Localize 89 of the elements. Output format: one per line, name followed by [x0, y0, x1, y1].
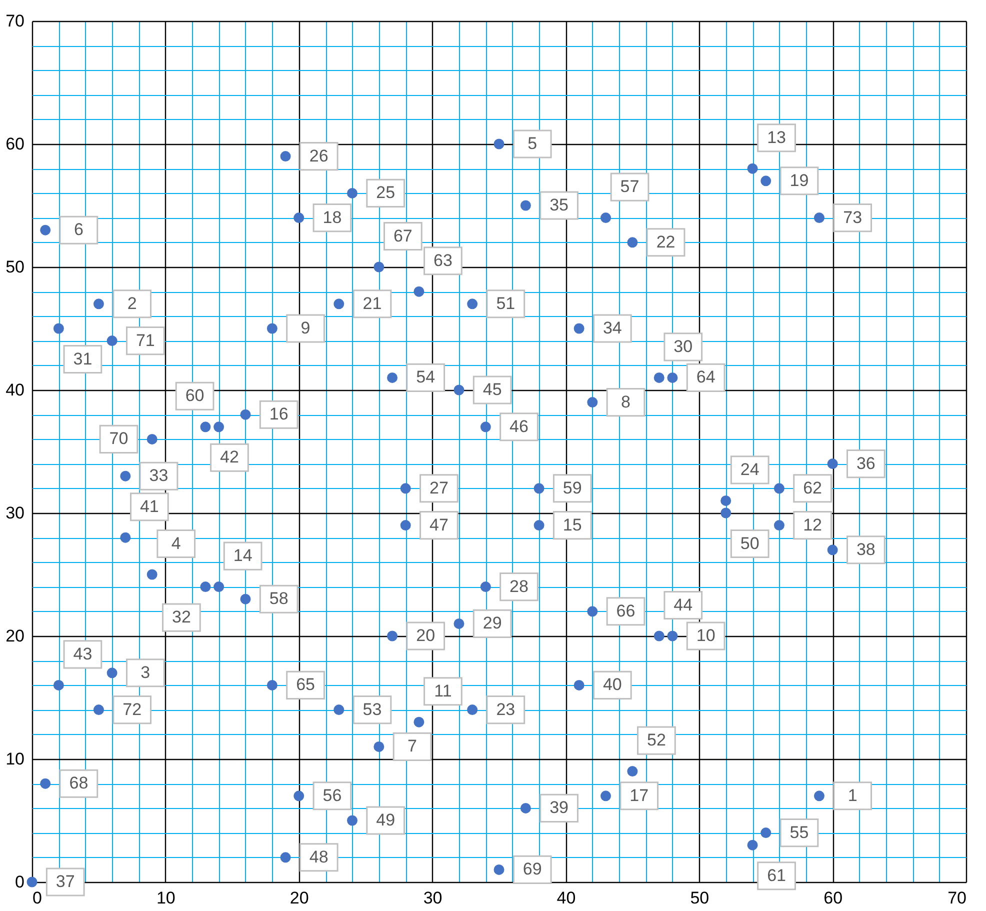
annotation: 65 [296, 675, 315, 694]
annotation: 49 [376, 810, 396, 830]
annotation: 2 [127, 294, 137, 313]
annotation: 39 [550, 798, 569, 818]
y-tick-label: 30 [6, 504, 24, 522]
annotation: 54 [416, 368, 436, 387]
annotation: 25 [376, 183, 396, 202]
x-tick-label: 10 [156, 888, 176, 908]
annotation: 56 [322, 786, 342, 805]
annotation: 33 [149, 466, 168, 486]
annotation: 53 [362, 700, 382, 719]
annotation: 6 [74, 220, 84, 240]
x-tick-label: 30 [423, 888, 442, 908]
annotation: 64 [696, 368, 716, 387]
y-tick-label: 40 [6, 380, 24, 400]
annotation: 43 [73, 644, 92, 664]
x-tick-label: 0 [32, 888, 42, 908]
annotation: 51 [496, 294, 516, 313]
annotation: 61 [767, 866, 786, 885]
annotation: 66 [616, 601, 636, 620]
annotation: 36 [856, 454, 876, 473]
annotation: 19 [790, 170, 809, 190]
annotation: 12 [803, 515, 822, 534]
annotation: 69 [522, 860, 542, 879]
annotation: 57 [620, 177, 640, 196]
annotation: 11 [434, 681, 452, 700]
annotation: 10 [696, 626, 716, 645]
annotation: 14 [233, 546, 252, 566]
annotation: 1 [848, 786, 858, 805]
y-tick-label: 50 [6, 258, 24, 276]
annotation: 67 [393, 226, 412, 246]
annotation: 30 [674, 336, 693, 356]
annotation: 31 [73, 349, 92, 368]
annotation: 17 [630, 786, 649, 805]
annotation: 35 [550, 196, 569, 214]
annotation: 45 [482, 380, 502, 399]
annotation: 55 [790, 822, 809, 842]
annotation: 42 [220, 448, 239, 467]
annotation: 59 [562, 478, 582, 498]
annotation: 50 [740, 534, 760, 553]
annotation: 52 [646, 730, 666, 750]
x-tick-label: 40 [556, 888, 576, 908]
annotation: 60 [185, 386, 204, 406]
annotation: 16 [269, 404, 288, 424]
annotation: 9 [300, 318, 310, 338]
annotation: 37 [56, 872, 75, 891]
x-tick-label: 60 [824, 888, 843, 908]
annotation: 24 [740, 460, 760, 479]
annotation: 71 [136, 330, 155, 350]
annotation: 62 [803, 478, 822, 498]
annotation: 3 [140, 662, 150, 682]
annotation: 8 [621, 392, 630, 412]
annotation: 34 [602, 318, 622, 338]
x-tick-label: 50 [690, 888, 710, 908]
annotation: 15 [562, 515, 582, 534]
x-tick-label: 20 [290, 888, 309, 908]
annotation: 73 [843, 208, 862, 227]
annotation: 20 [416, 626, 436, 645]
annotation: 26 [309, 146, 328, 166]
annotation: 40 [602, 675, 622, 694]
y-tick-label: 0 [15, 872, 24, 892]
annotation: 68 [69, 774, 88, 793]
annotation: 48 [309, 847, 328, 866]
annotation: 28 [510, 576, 528, 596]
annotation: 70 [109, 429, 128, 448]
annotation: 7 [408, 736, 418, 756]
annotation: 46 [510, 416, 528, 436]
annotation: 29 [482, 614, 502, 633]
annotation: 23 [496, 700, 516, 719]
annotation: 4 [171, 534, 181, 553]
annotation: 38 [856, 540, 876, 559]
y-tick-label: 20 [6, 626, 24, 646]
annotation: 63 [434, 250, 452, 270]
y-tick-label: 70 [6, 12, 24, 30]
y-tick-label: 60 [6, 134, 24, 154]
y-tick-label: 10 [6, 750, 24, 768]
annotation: 58 [269, 589, 288, 608]
annotation: 32 [172, 608, 191, 627]
annotation: 5 [528, 134, 538, 153]
annotation: 44 [674, 595, 693, 614]
x-tick-label: 70 [948, 888, 966, 908]
annotation: 18 [322, 208, 342, 227]
annotation: 72 [122, 700, 142, 719]
annotation: 13 [767, 128, 786, 147]
annotation: 21 [362, 294, 382, 313]
annotation: 41 [140, 496, 159, 516]
annotation: 22 [656, 232, 676, 252]
annotation: 27 [429, 478, 448, 498]
annotation: 47 [429, 515, 448, 534]
